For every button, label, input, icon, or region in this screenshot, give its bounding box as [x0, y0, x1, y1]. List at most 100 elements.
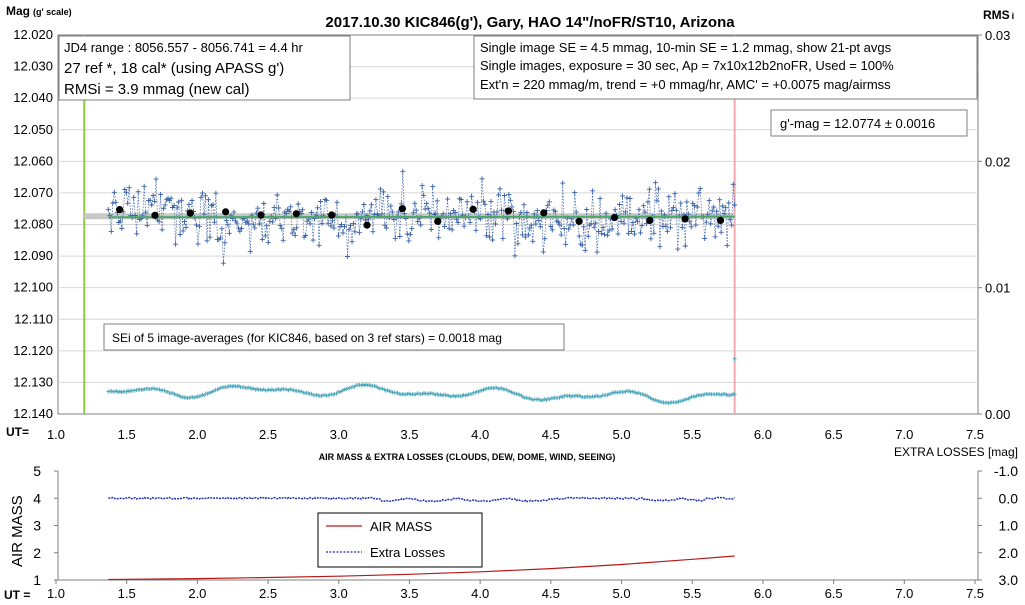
x-axis-label-top: UT= [6, 425, 29, 439]
info-right-line-3: Ext'n = 220 mmag/m, trend = +0 mmag/hr, … [480, 77, 891, 92]
average-point [504, 207, 513, 215]
single-image-points [105, 168, 738, 266]
x-tick-label: 7.5 [966, 427, 984, 442]
bottom-y2-tick-label: -1.0 [994, 463, 1018, 479]
bottom-x-tick-label: 3.5 [400, 586, 418, 601]
average-point [257, 211, 265, 219]
bottom-x-tick-labels: 1.0 1.5 2.0 2.5 3.0 3.5 4.0 4.5 5.0 5.5 6.0 6.5 7.0 7… [47, 580, 984, 601]
info-right-line-1: Single image SE = 4.5 mmag, 10-min SE = … [480, 40, 892, 55]
y-tick-label: 12.060 [13, 153, 53, 168]
bottom-x-tick-label: 6.5 [825, 586, 843, 601]
bottom-y-tick-label: 4 [33, 490, 41, 506]
x-tick-label: 2.0 [188, 427, 206, 442]
average-point [469, 205, 477, 213]
x-tick-label: 3.5 [400, 427, 418, 442]
average-point [716, 216, 725, 224]
bottom-x-tick-label: 7.0 [895, 586, 913, 601]
average-point [610, 213, 619, 222]
y-tick-label: 12.070 [13, 185, 53, 200]
x-tick-label: 6.5 [825, 427, 843, 442]
y2-tick-label: 0.02 [985, 154, 1010, 169]
bottom-y-axis-label: AIR MASS [9, 495, 26, 567]
sei-box: SEi of 5 image-averages (for KIC846, bas… [103, 323, 565, 351]
x-tick-label: 1.0 [47, 427, 65, 442]
y-tick-label: 12.040 [13, 90, 53, 105]
x-tick-label: 4.0 [471, 427, 489, 442]
y-tick-label: 12.080 [13, 217, 53, 232]
extra-losses-line [108, 496, 736, 503]
bottom-x-tick-label: 4.5 [542, 586, 560, 601]
y2-tick-label: 0.03 [985, 28, 1010, 43]
y-axis-label-mag-sub: (g' scale) [33, 7, 72, 17]
bottom-x-tick-label: 7.5 [966, 586, 984, 601]
bottom-y-tick-label: 3 [33, 518, 41, 534]
bottom-legend: AIR MASS Extra Losses [317, 512, 483, 568]
bottom-x-tick-label: 3.0 [330, 586, 348, 601]
bottom-x-tick-label: 1.5 [118, 586, 136, 601]
rms-trace [106, 382, 737, 405]
average-point [328, 211, 336, 219]
bottom-y2-tick-label: 2.0 [999, 545, 1019, 561]
average-point [540, 209, 548, 217]
bottom-y-tick-label: 1 [33, 572, 41, 588]
average-point [186, 209, 194, 217]
rms-outlier-point [732, 356, 737, 361]
y-tick-label: 12.110 [14, 311, 53, 326]
bottom-y2-tick-label: 3.0 [999, 572, 1019, 588]
x-tick-label: 1.5 [118, 427, 136, 442]
top-y-tick-labels: 12.020 12.030 12.040 12.050 12.060 12.070 12.0… [13, 27, 53, 421]
top-y2-tick-labels: 0.03 0.02 0.01 0.00 [978, 28, 1010, 422]
average-point [292, 210, 300, 218]
y-axis-label-mag: Mag (g' scale) [6, 4, 72, 18]
info-left-line-2: 27 ref *, 18 cal* (using APASS g') [64, 60, 284, 77]
info-box-right: Single image SE = 4.5 mmag, 10-min SE = … [473, 35, 978, 100]
y-tick-label: 12.050 [13, 122, 53, 137]
average-point [646, 216, 654, 224]
bottom-y2-tick-label: 0.0 [999, 490, 1019, 506]
x-tick-label: 5.0 [612, 427, 630, 442]
airmass-line [108, 555, 735, 581]
x-tick-label: 2.5 [259, 427, 277, 442]
average-point [575, 217, 583, 225]
x-tick-label: 5.5 [683, 427, 701, 442]
average-point [681, 215, 689, 223]
bottom-x-tick-label: 4.0 [471, 586, 489, 601]
y-tick-label: 12.120 [13, 343, 53, 358]
bottom-y2-axis-label: EXTRA LOSSES [mag] [894, 445, 1018, 459]
bottom-series [108, 496, 736, 581]
bottom-x-tick-label: 2.5 [259, 586, 277, 601]
trend-line [108, 215, 735, 219]
x-tick-label: 4.5 [542, 427, 560, 442]
x-axis-label-bottom: UT = [4, 588, 30, 602]
mag-result-text: g'-mag = 12.0774 ± 0.0016 [780, 116, 935, 131]
top-series [105, 168, 738, 405]
x-tick-label: 6.0 [754, 427, 772, 442]
y2-axis-label-rms-sub: i [1012, 11, 1015, 21]
legend-label-airmass: AIR MASS [370, 519, 432, 534]
bottom-axes [57, 471, 979, 581]
sei-text: SEi of 5 image-averages (for KIC846, bas… [112, 331, 502, 345]
y-tick-label: 12.020 [13, 27, 53, 42]
x-tick-label: 3.0 [330, 427, 348, 442]
y-tick-label: 12.100 [13, 280, 53, 295]
bottom-y2-tick-label: 1.0 [999, 518, 1019, 534]
average-point [398, 205, 406, 213]
average-point [222, 208, 230, 216]
bottom-chart-title: AIR MASS & EXTRA LOSSES (CLOUDS, DEW, DO… [319, 452, 616, 462]
chart-title: 2017.10.30 KIC846(g'), Gary, HAO 14"/noF… [325, 14, 735, 31]
bottom-y-tick-labels: 1 2 3 4 5 [33, 463, 58, 588]
bottom-x-tick-label: 6.0 [754, 586, 772, 601]
average-point [434, 217, 442, 225]
y2-tick-label: 0.01 [985, 281, 1010, 296]
average-point [363, 221, 371, 229]
bottom-y-tick-label: 5 [33, 463, 41, 479]
bottom-x-tick-label: 2.0 [188, 586, 206, 601]
legend-label-losses: Extra Losses [370, 545, 446, 560]
info-left-line-3: RMSi = 3.9 mmag (new cal) [64, 81, 249, 98]
y-axis-label-mag-main: Mag [6, 4, 30, 18]
bottom-x-tick-label: 1.0 [47, 586, 65, 601]
y-tick-label: 12.090 [13, 248, 53, 263]
y2-tick-label: 0.00 [985, 407, 1010, 422]
bottom-x-tick-label: 5.0 [612, 586, 630, 601]
